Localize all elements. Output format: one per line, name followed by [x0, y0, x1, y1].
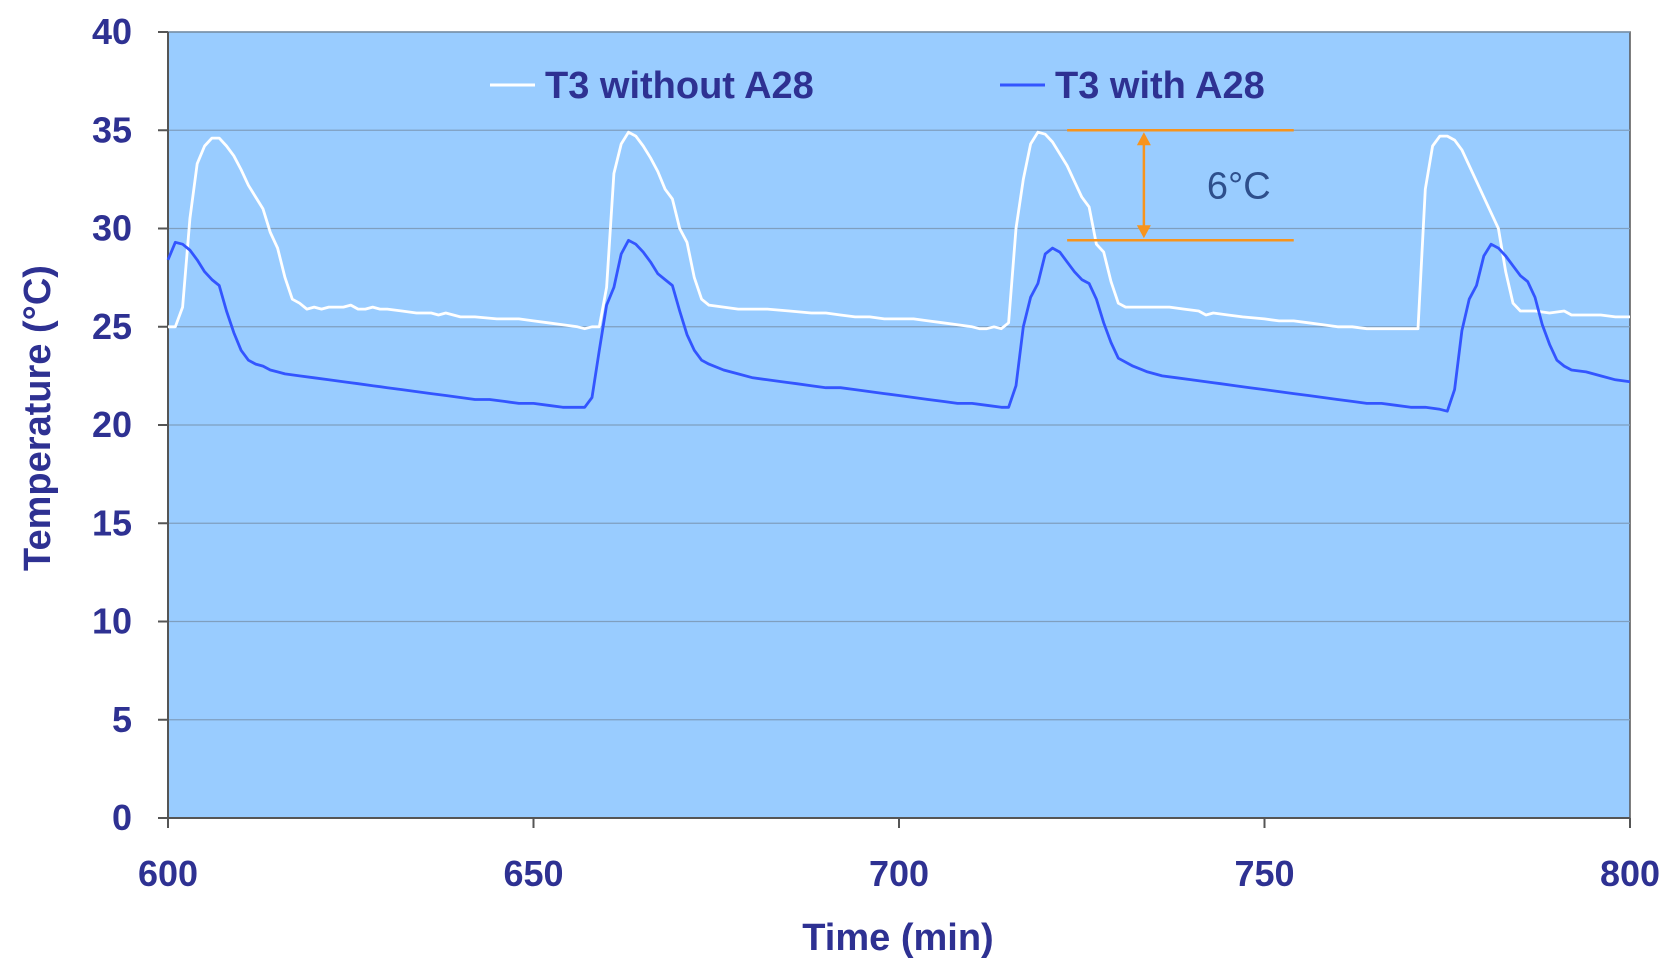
y-tick-label-25: 25 [92, 306, 132, 347]
y-tick-label-35: 35 [92, 109, 132, 150]
x-tick-label-700: 700 [869, 853, 929, 894]
x-tick-label-800: 800 [1600, 853, 1660, 894]
legend-label-1: T3 without A28 [545, 65, 814, 107]
annotation-arrowhead-up [1136, 132, 1151, 146]
x-tick-labels: 600 650 700 750 800 [138, 853, 1660, 894]
x-tick-label-650: 650 [503, 853, 563, 894]
legend-label-2: T3 with A28 [1055, 65, 1265, 107]
legend: T3 without A28 T3 with A28 [490, 65, 1265, 107]
gridlines [168, 31, 1630, 721]
series-lines [166, 130, 1631, 413]
y-tick-label-15: 15 [92, 502, 132, 543]
annotation-label: 6°C [1207, 165, 1271, 207]
y-tick-label-30: 30 [92, 208, 132, 249]
x-tick-label-750: 750 [1234, 853, 1294, 894]
y-axis-title: Temperature (°C) [17, 265, 59, 571]
x-tick-label-600: 600 [138, 853, 198, 894]
y-tick-labels: 0 5 10 15 20 25 30 35 40 [92, 11, 132, 838]
series-line-2 [166, 238, 1631, 413]
series-line-1 [168, 130, 1630, 331]
y-tick-label-5: 5 [112, 699, 132, 740]
annotation: 6°C [1067, 129, 1294, 242]
y-tick-label-40: 40 [92, 11, 132, 52]
y-tick-label-20: 20 [92, 404, 132, 445]
axes [158, 31, 1631, 828]
y-tick-label-10: 10 [92, 601, 132, 642]
annotation-arrowhead-down [1136, 225, 1151, 239]
x-axis-title: Time (min) [802, 917, 993, 959]
y-tick-label-0: 0 [112, 797, 132, 838]
